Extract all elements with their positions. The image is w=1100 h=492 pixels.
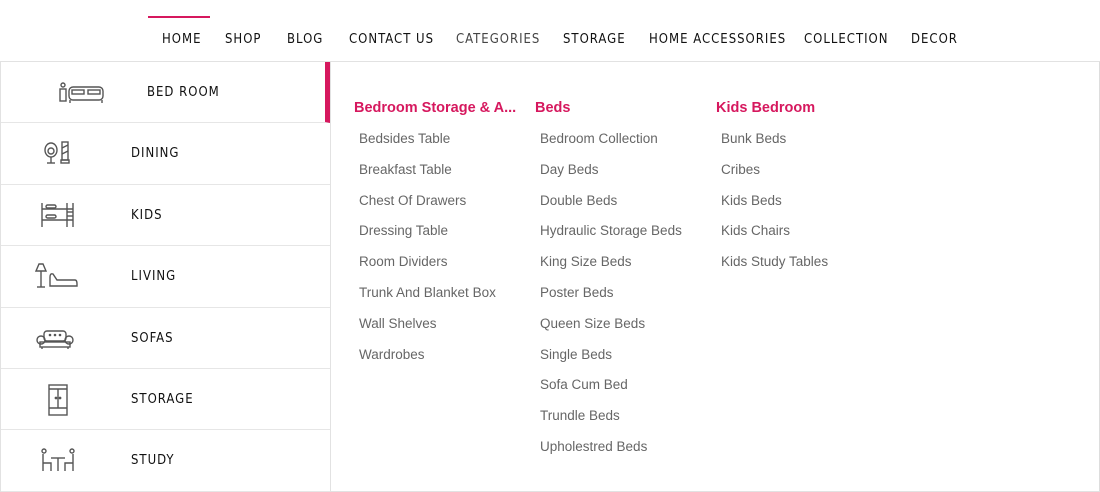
menu-link[interactable]: Chest Of Drawers bbox=[359, 192, 467, 208]
column-heading[interactable]: Beds bbox=[535, 100, 571, 116]
category-kids[interactable]: KIDS bbox=[1, 185, 330, 247]
menu-link[interactable]: Sofa Cum Bed bbox=[540, 377, 628, 393]
menu-link[interactable]: Queen Size Beds bbox=[540, 315, 646, 331]
menu-link[interactable]: Trunk And Blanket Box bbox=[359, 284, 496, 300]
nav-collection[interactable]: COLLECTION bbox=[804, 32, 889, 47]
nav-categories[interactable]: CATEGORIES bbox=[456, 32, 541, 47]
menu-link[interactable]: Wall Shelves bbox=[359, 315, 437, 331]
category-label: SOFAS bbox=[131, 330, 174, 346]
menu-column-bedroom-storage: Bedroom Storage & A... Bedsides Table Br… bbox=[354, 100, 524, 376]
category-label: STORAGE bbox=[131, 391, 194, 407]
category-dining[interactable]: DINING bbox=[1, 123, 330, 185]
table-chairs-icon bbox=[41, 448, 75, 472]
menu-link[interactable]: Trundle Beds bbox=[540, 408, 620, 424]
menu-link[interactable]: Dressing Table bbox=[359, 223, 449, 239]
bed-nightstand-icon bbox=[59, 82, 104, 103]
menu-link[interactable]: Day Beds bbox=[540, 161, 599, 177]
menu-link[interactable]: King Size Beds bbox=[540, 254, 632, 270]
main-nav: HOME SHOP BLOG CONTACT US CATEGORIES STO… bbox=[0, 0, 1100, 61]
category-label: DINING bbox=[131, 146, 180, 162]
column-heading[interactable]: Kids Bedroom bbox=[716, 100, 816, 116]
category-storage[interactable]: STORAGE bbox=[1, 369, 330, 431]
menu-link[interactable]: Breakfast Table bbox=[359, 161, 452, 177]
wardrobe-icon bbox=[48, 384, 68, 416]
chair-mirror-icon bbox=[44, 141, 70, 165]
sofa-icon bbox=[36, 329, 74, 349]
active-indicator bbox=[148, 16, 210, 18]
category-sofas[interactable]: SOFAS bbox=[1, 308, 330, 369]
menu-column-beds: Beds Bedroom Collection Day Beds Double … bbox=[535, 100, 705, 469]
menu-link[interactable]: Poster Beds bbox=[540, 284, 614, 300]
menu-link[interactable]: Kids Chairs bbox=[721, 223, 791, 239]
bunk-bed-icon bbox=[41, 202, 74, 227]
category-label: LIVING bbox=[131, 269, 177, 285]
menu-link[interactable]: Room Dividers bbox=[359, 254, 448, 270]
nav-storage[interactable]: STORAGE bbox=[563, 32, 626, 47]
category-label: KIDS bbox=[131, 207, 163, 223]
menu-link[interactable]: Double Beds bbox=[540, 192, 618, 208]
category-label: BED ROOM bbox=[147, 85, 220, 100]
nav-shop[interactable]: SHOP bbox=[225, 32, 262, 47]
category-study[interactable]: STUDY bbox=[1, 430, 330, 492]
category-list: BED ROOM DINING KIDS LIVING SOFAS STORAG… bbox=[1, 62, 331, 492]
column-heading[interactable]: Bedroom Storage & A... bbox=[354, 100, 517, 116]
menu-link[interactable]: Upholestred Beds bbox=[540, 438, 648, 454]
menu-link[interactable]: Bedsides Table bbox=[359, 131, 451, 146]
category-label: STUDY bbox=[131, 453, 175, 469]
nav-home[interactable]: HOME bbox=[162, 32, 202, 47]
mega-menu: BED ROOM DINING KIDS LIVING SOFAS STORAG… bbox=[0, 61, 1100, 492]
menu-link[interactable]: Hydraulic Storage Beds bbox=[540, 223, 682, 239]
category-living[interactable]: LIVING bbox=[1, 246, 330, 308]
nav-decor[interactable]: DECOR bbox=[911, 32, 958, 47]
lamp-chaise-icon bbox=[35, 263, 78, 288]
menu-link[interactable]: Bedroom Collection bbox=[540, 131, 658, 146]
menu-link[interactable]: Bunk Beds bbox=[721, 131, 787, 146]
menu-link[interactable]: Kids Beds bbox=[721, 192, 782, 208]
menu-link[interactable]: Cribes bbox=[721, 161, 761, 177]
nav-blog[interactable]: BLOG bbox=[287, 32, 324, 47]
nav-contact-us[interactable]: CONTACT US bbox=[349, 32, 435, 47]
nav-home-accessories[interactable]: HOME ACCESSORIES bbox=[649, 32, 787, 47]
menu-column-kids-bedroom: Kids Bedroom Bunk Beds Cribes Kids Beds … bbox=[716, 100, 886, 284]
menu-link[interactable]: Wardrobes bbox=[359, 346, 425, 362]
menu-link[interactable]: Kids Study Tables bbox=[721, 254, 829, 270]
category-bed-room[interactable]: BED ROOM bbox=[1, 62, 330, 124]
menu-link[interactable]: Single Beds bbox=[540, 346, 613, 362]
